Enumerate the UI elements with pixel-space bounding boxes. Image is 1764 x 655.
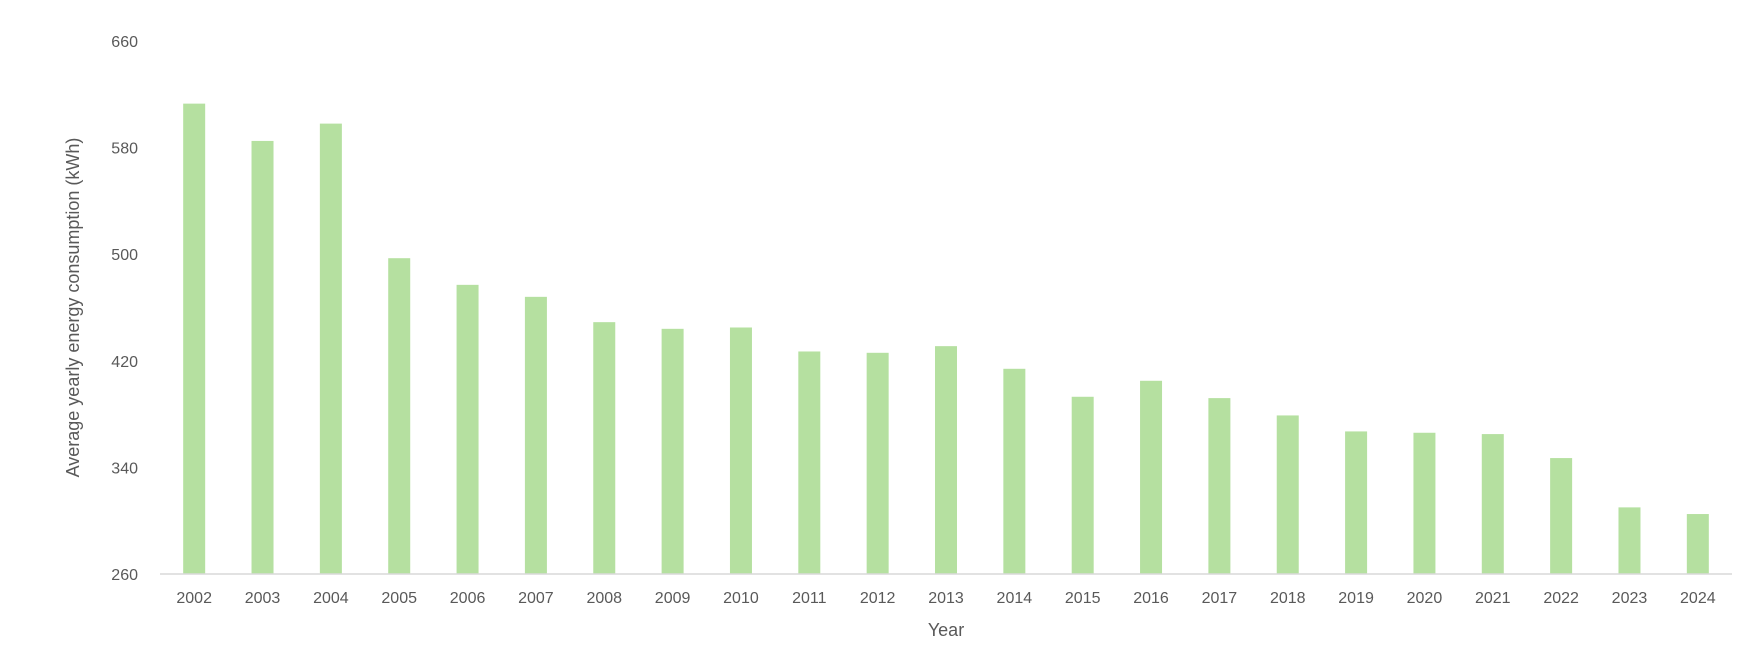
bar (456, 284, 479, 574)
bar (1345, 431, 1368, 574)
y-tick-label: 420 (111, 354, 138, 371)
x-axis-ticks: 2002 2003 2004 2005 2006 2007 2008 2009 2010 2011… (176, 590, 1715, 607)
bar (798, 351, 821, 574)
bar (251, 140, 274, 574)
bar (935, 346, 957, 574)
y-axis-ticks: 260 340 420 500 580 660 (111, 34, 138, 584)
x-tick-label: 2011 (792, 590, 827, 607)
bar (1071, 396, 1094, 574)
bar (593, 322, 616, 574)
x-tick-label: 2005 (381, 590, 417, 607)
y-tick-label: 260 (111, 567, 138, 584)
x-tick-label: 2013 (928, 590, 964, 607)
x-tick-label: 2019 (1338, 590, 1374, 607)
x-tick-label: 2003 (245, 590, 281, 607)
y-tick-label: 580 (111, 141, 138, 158)
y-tick-label: 340 (111, 460, 138, 477)
x-tick-label: 2024 (1680, 590, 1716, 607)
bar (183, 103, 206, 574)
x-tick-label: 2007 (518, 590, 554, 607)
bar (729, 327, 752, 574)
x-tick-label: 2014 (997, 590, 1033, 607)
x-tick-label: 2022 (1543, 590, 1579, 607)
x-tick-label: 2020 (1407, 590, 1443, 607)
bar (388, 258, 411, 574)
y-tick-label: 660 (111, 34, 138, 51)
bar (1413, 432, 1436, 574)
x-tick-label: 2008 (586, 590, 622, 607)
bar (1618, 507, 1641, 574)
y-tick-label: 500 (111, 247, 138, 264)
bar (661, 328, 684, 574)
bar (524, 296, 547, 574)
bar (1686, 514, 1709, 574)
x-tick-label: 2006 (450, 590, 486, 607)
bar (1481, 434, 1504, 574)
bar (1140, 380, 1163, 574)
x-tick-label: 2021 (1475, 590, 1511, 607)
x-tick-label: 2012 (860, 590, 896, 607)
x-tick-label: 2004 (313, 590, 349, 607)
x-tick-label: 2002 (176, 590, 212, 607)
x-tick-label: 2010 (723, 590, 759, 607)
x-tick-label: 2016 (1133, 590, 1169, 607)
x-tick-label: 2023 (1612, 590, 1648, 607)
bars (183, 103, 1709, 575)
x-tick-label: 2015 (1065, 590, 1101, 607)
x-tick-label: 2009 (655, 590, 691, 607)
bar (1276, 415, 1299, 574)
x-tick-label: 2017 (1202, 590, 1238, 607)
bar (1550, 458, 1573, 574)
x-axis-title: Year (928, 620, 964, 640)
bar (319, 123, 342, 575)
y-axis-title: Average yearly energy consumption (kWh) (63, 138, 83, 478)
bar (1003, 368, 1026, 574)
bar (1208, 398, 1231, 574)
bar (866, 352, 889, 574)
x-tick-label: 2018 (1270, 590, 1306, 607)
